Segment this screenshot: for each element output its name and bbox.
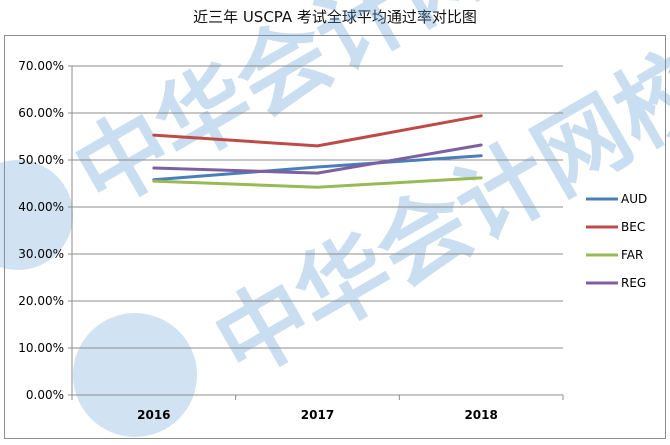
legend-label-far: FAR	[621, 248, 643, 262]
legend-label-reg: REG	[621, 276, 646, 290]
y-tick-labels: 0.00% 10.00% 20.00% 30.00% 40.00% 50.00% 60.00…	[18, 59, 64, 402]
series-line-bec	[152, 114, 483, 148]
x-tick-label: 2017	[301, 408, 334, 422]
y-tick-label: 50.00%	[18, 153, 64, 167]
y-tick-label: 20.00%	[18, 294, 64, 308]
watermark-logo-top	[0, 160, 73, 270]
chart-frame	[4, 35, 666, 439]
legend: AUD BEC FAR REG	[586, 192, 647, 290]
y-tick-label: 60.00%	[18, 106, 64, 120]
series-lines	[152, 114, 483, 189]
watermark-logo-bottom	[73, 313, 197, 437]
y-tick-label: 70.00%	[18, 59, 64, 73]
legend-label-bec: BEC	[621, 220, 645, 234]
legend-label-aud: AUD	[621, 192, 647, 206]
y-tick-label: 0.00%	[26, 388, 64, 402]
chart-title: 近三年 USCPA 考试全球平均通过率对比图	[193, 8, 477, 26]
series-line-far	[152, 176, 483, 189]
series-line-aud	[152, 154, 483, 182]
series-line-reg	[152, 143, 483, 175]
y-tick-label: 10.00%	[18, 341, 64, 355]
axes	[68, 65, 564, 400]
y-tick-label: 40.00%	[18, 200, 64, 214]
x-tick-labels: 2016 2017 2018	[137, 408, 498, 422]
x-tick-label: 2018	[464, 408, 497, 422]
y-tick-label: 30.00%	[18, 247, 64, 261]
x-tick-label: 2016	[137, 408, 170, 422]
